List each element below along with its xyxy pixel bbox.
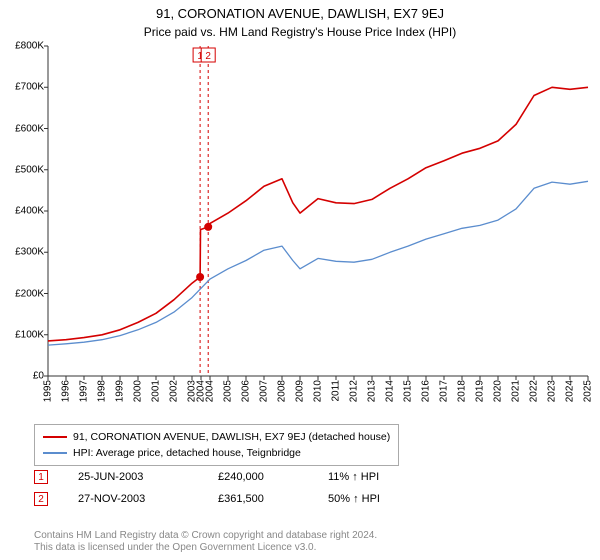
legend-item: 91, CORONATION AVENUE, DAWLISH, EX7 9EJ … xyxy=(43,429,390,445)
x-tick-label: 1999 xyxy=(115,380,126,402)
x-tick-label: 2000 xyxy=(133,380,144,402)
x-tick-label: 2011 xyxy=(331,380,342,402)
x-tick-label: 1995 xyxy=(43,380,54,402)
tx-date: 25-JUN-2003 xyxy=(78,471,188,483)
tx-price: £240,000 xyxy=(218,471,298,483)
y-tick-label: £100K xyxy=(15,329,44,340)
legend-label: HPI: Average price, detached house, Teig… xyxy=(73,445,301,461)
transaction-table: 1 25-JUN-2003 £240,000 11% ↑ HPI 2 27-NOV-200… xyxy=(34,466,418,510)
x-tick-label: 2020 xyxy=(493,380,504,402)
x-tick-label: 2010 xyxy=(313,380,324,402)
x-tick-label: 2005 xyxy=(223,380,234,402)
x-tick-label: 2009 xyxy=(295,380,306,402)
tx-number-box: 1 xyxy=(34,470,48,484)
tx-pct: 11% ↑ HPI xyxy=(328,471,418,483)
tx-price: £361,500 xyxy=(218,493,298,505)
x-tick-label: 2018 xyxy=(457,380,468,402)
x-tick-label: 2006 xyxy=(241,380,252,402)
chart-svg: 12 xyxy=(48,46,588,376)
x-tick-label: 1998 xyxy=(97,380,108,402)
plot-area: 12 £0£100K£200K£300K£400K£500K£600K£700K… xyxy=(48,46,588,376)
chart-title: 91, CORONATION AVENUE, DAWLISH, EX7 9EJ xyxy=(0,0,600,21)
x-tick-label: 2025 xyxy=(583,380,594,402)
x-tick-label: 2021 xyxy=(511,380,522,402)
y-tick-label: £800K xyxy=(15,41,44,52)
chart-subtitle: Price paid vs. HM Land Registry's House … xyxy=(0,21,600,39)
x-tick-label: 2014 xyxy=(385,380,396,402)
y-tick-label: £200K xyxy=(15,288,44,299)
x-tick-label: 2004 xyxy=(205,380,216,402)
footer-text: Contains HM Land Registry data © Crown c… xyxy=(34,530,377,554)
x-tick-label: 2023 xyxy=(547,380,558,402)
x-tick-label: 2012 xyxy=(349,380,360,402)
footer-line-2: This data is licensed under the Open Gov… xyxy=(34,542,377,554)
x-tick-label: 2008 xyxy=(277,380,288,402)
y-tick-label: £300K xyxy=(15,247,44,258)
x-tick-label: 2013 xyxy=(367,380,378,402)
x-tick-label: 2007 xyxy=(259,380,270,402)
svg-text:2: 2 xyxy=(205,51,211,62)
x-tick-label: 2024 xyxy=(565,380,576,402)
tx-date: 27-NOV-2003 xyxy=(78,493,188,505)
x-tick-label: 2022 xyxy=(529,380,540,402)
legend-item: HPI: Average price, detached house, Teig… xyxy=(43,445,390,461)
y-tick-label: £600K xyxy=(15,123,44,134)
footer-line-1: Contains HM Land Registry data © Crown c… xyxy=(34,530,377,542)
tx-row: 2 27-NOV-2003 £361,500 50% ↑ HPI xyxy=(34,488,418,510)
legend-swatch xyxy=(43,436,67,438)
legend-label: 91, CORONATION AVENUE, DAWLISH, EX7 9EJ … xyxy=(73,429,390,445)
legend: 91, CORONATION AVENUE, DAWLISH, EX7 9EJ … xyxy=(34,424,399,466)
legend-swatch xyxy=(43,452,67,454)
tx-row: 1 25-JUN-2003 £240,000 11% ↑ HPI xyxy=(34,466,418,488)
y-tick-label: £400K xyxy=(15,206,44,217)
x-tick-label: 2016 xyxy=(421,380,432,402)
tx-pct: 50% ↑ HPI xyxy=(328,493,418,505)
x-tick-label: 1996 xyxy=(61,380,72,402)
chart-container: 91, CORONATION AVENUE, DAWLISH, EX7 9EJ … xyxy=(0,0,600,560)
x-tick-label: 2017 xyxy=(439,380,450,402)
y-tick-label: £700K xyxy=(15,82,44,93)
x-tick-label: 2001 xyxy=(151,380,162,402)
tx-number-box: 2 xyxy=(34,492,48,506)
x-tick-label: 2019 xyxy=(475,380,486,402)
x-tick-label: 2015 xyxy=(403,380,414,402)
y-tick-label: £500K xyxy=(15,164,44,175)
x-tick-label: 1997 xyxy=(79,380,90,402)
x-tick-label: 2002 xyxy=(169,380,180,402)
